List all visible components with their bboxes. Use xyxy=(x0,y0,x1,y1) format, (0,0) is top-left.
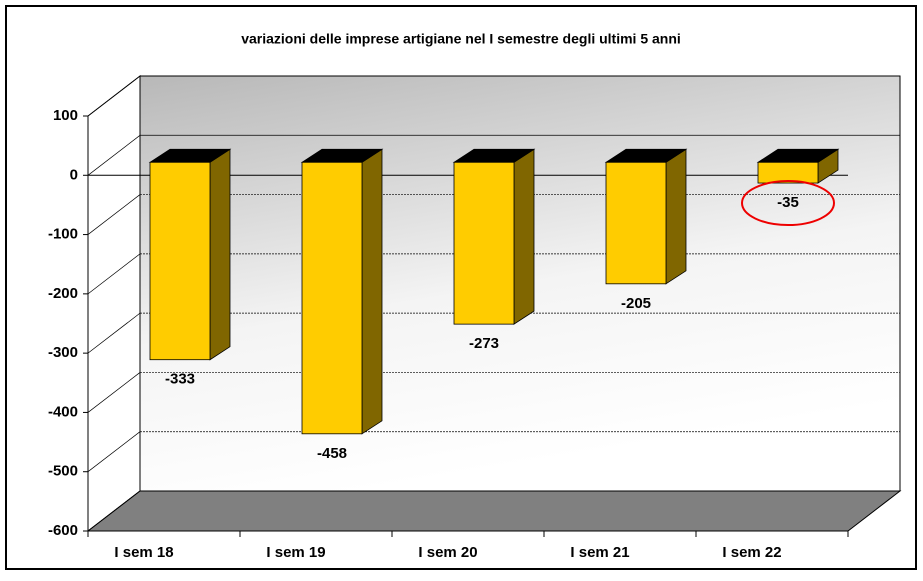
value-label: -273 xyxy=(469,335,499,352)
bar xyxy=(757,161,819,184)
grid-line xyxy=(87,75,141,117)
x-tick-label: I sem 19 xyxy=(266,544,325,561)
bar xyxy=(605,161,667,285)
grid-line xyxy=(87,490,141,532)
side-wall xyxy=(87,74,141,533)
grid-line xyxy=(87,253,141,295)
bar xyxy=(453,161,515,325)
floor xyxy=(86,490,902,532)
grid-line xyxy=(87,194,141,235)
grid-line xyxy=(87,312,141,354)
y-tick-label: -400 xyxy=(48,403,78,420)
x-tick-label: I sem 22 xyxy=(722,544,781,561)
value-label: -205 xyxy=(621,295,651,312)
x-tick-label: I sem 21 xyxy=(570,544,629,561)
value-label: -333 xyxy=(165,371,195,388)
grid-line xyxy=(87,135,141,176)
grid-line xyxy=(87,431,141,472)
x-tick-label: I sem 18 xyxy=(114,544,173,561)
y-tick-label: -300 xyxy=(48,344,78,361)
bar xyxy=(301,161,363,435)
y-tick-label: 100 xyxy=(53,107,78,124)
bar-side xyxy=(361,148,383,435)
bar-side xyxy=(209,148,231,361)
y-tick-label: 0 xyxy=(70,166,78,183)
y-tick-label: -500 xyxy=(48,463,78,480)
bar-side xyxy=(665,148,687,285)
bar-side xyxy=(513,148,535,325)
y-tick-label: -600 xyxy=(48,522,78,539)
x-tick-label: I sem 20 xyxy=(418,544,477,561)
y-tick-label: -100 xyxy=(48,226,78,243)
bar xyxy=(149,161,211,361)
chart-title: variazioni delle imprese artigiane nel I… xyxy=(241,31,681,47)
value-label: -35 xyxy=(777,194,799,211)
grid-line xyxy=(87,372,141,413)
y-tick-label: -200 xyxy=(48,285,78,302)
highlight-circle xyxy=(741,180,835,227)
value-label: -458 xyxy=(317,445,347,462)
